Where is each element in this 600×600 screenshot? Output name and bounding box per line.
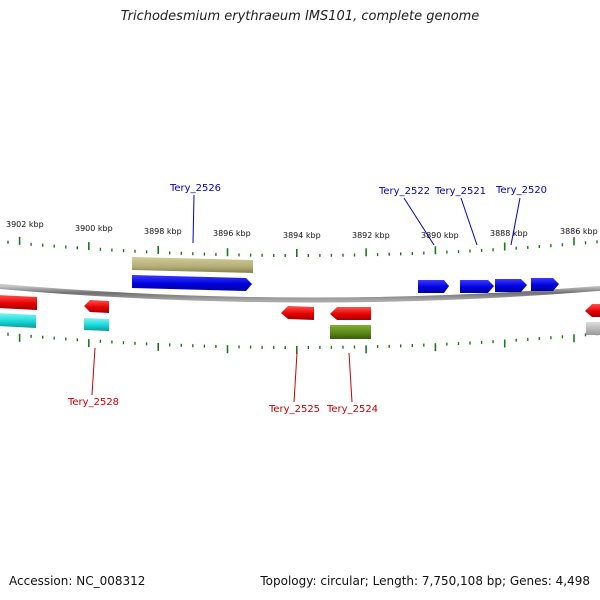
scale-label: 3898 kbp xyxy=(144,227,182,236)
inner-tick-ring xyxy=(7,332,598,354)
gene-label-tery-2520[interactable]: Tery_2520 xyxy=(495,185,547,196)
cyan-feature xyxy=(0,313,36,328)
gray-feature xyxy=(586,322,600,335)
scale-label: 3892 kbp xyxy=(352,231,390,240)
scale-label: 3890 kbp xyxy=(421,231,459,240)
gene-arrow-tery-2526 xyxy=(132,275,252,291)
khaki-feature xyxy=(132,257,253,273)
gene-arrow-tery-2522 xyxy=(418,280,449,293)
gene-label-tery-2522[interactable]: Tery_2522 xyxy=(378,186,430,197)
accession-text: Accession: NC_008312 xyxy=(9,574,146,588)
gene-arrow-reverse xyxy=(0,295,37,310)
genome-summary-text: Topology: circular; Length: 7,750,108 bp… xyxy=(260,574,590,588)
map-title: Trichodesmium erythraeum IMS101, complet… xyxy=(120,9,480,24)
gene-label-tery-2524[interactable]: Tery_2524 xyxy=(326,404,378,415)
scale-label: 3902 kbp xyxy=(6,220,44,229)
scale-labels: 3902 kbp 3900 kbp 3898 kbp 3896 kbp 3894… xyxy=(6,220,598,240)
outer-tick-ring xyxy=(7,236,598,257)
scale-label: 3896 kbp xyxy=(213,229,251,238)
gene-arrow-tery-2524 xyxy=(330,307,371,320)
olive-feature xyxy=(330,325,371,339)
scale-label: 3888 kbp xyxy=(490,229,528,238)
gene-arrow-tery-2525 xyxy=(281,306,314,320)
gene-arrow-reverse-edge xyxy=(585,304,600,317)
scale-label: 3894 kbp xyxy=(283,231,321,240)
label-leaders xyxy=(91,194,521,403)
gene-label-tery-2526[interactable]: Tery_2526 xyxy=(169,183,221,194)
gene-arrow-tery-2521 xyxy=(460,280,494,293)
gene-label-tery-2521[interactable]: Tery_2521 xyxy=(434,186,486,197)
scale-label: 3886 kbp xyxy=(560,227,598,236)
scale-label: 3900 kbp xyxy=(75,224,113,233)
gene-arrow-tery-2520 xyxy=(495,279,527,292)
gene-arrow-tery-2528 xyxy=(84,300,109,313)
gene-label-tery-2525[interactable]: Tery_2525 xyxy=(268,404,320,415)
gene-arrow-forward xyxy=(531,278,559,291)
gene-label-tery-2528[interactable]: Tery_2528 xyxy=(67,397,119,408)
cyan-feature-small xyxy=(84,318,109,331)
genome-backbone xyxy=(0,283,600,303)
